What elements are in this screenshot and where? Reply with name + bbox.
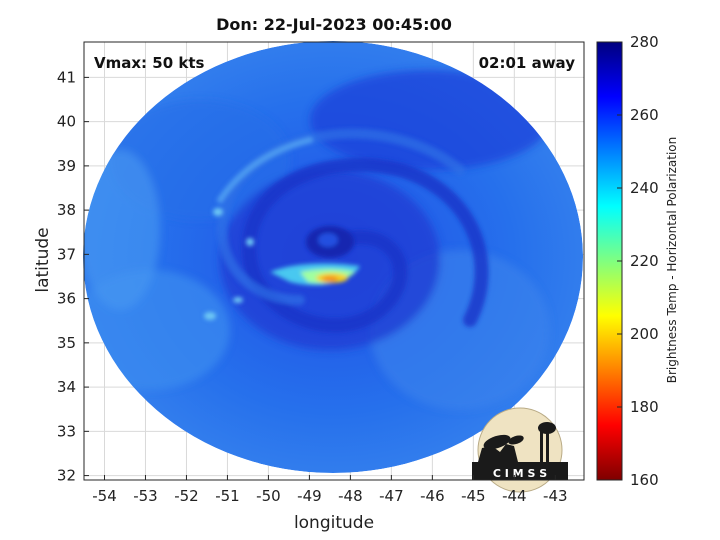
colorbar-tick-label: 260	[630, 106, 659, 124]
vmax-label: Vmax: 50 kts	[94, 54, 204, 72]
colorbar-label: Brightness Temp - Horizontal Polarizatio…	[665, 137, 679, 384]
colorbar-ticks: 280 260 240 220 200 180 160	[617, 33, 659, 489]
x-tick-label: -52	[174, 487, 199, 505]
y-tick-label: 32	[57, 467, 76, 485]
y-tick-label: 40	[57, 113, 76, 131]
x-tick-label: -46	[420, 487, 445, 505]
y-tick-label: 36	[57, 290, 76, 308]
y-tick-label: 37	[57, 245, 76, 263]
y-tick-label: 35	[57, 334, 76, 352]
y-tick-label: 39	[57, 157, 76, 175]
x-tick-label: -44	[502, 487, 527, 505]
x-tick-label: -49	[297, 487, 322, 505]
colorbar-tick-label: 160	[630, 471, 659, 489]
x-axis-ticks: -54 -53 -52 -51 -50 -49 -48 -47 -46 -45 -44 -43	[92, 475, 568, 505]
y-axis-ticks: 41 40 39 38 37 36 35 34 33 32	[57, 68, 89, 485]
x-tick-label: -53	[133, 487, 158, 505]
colorbar-tick-label: 180	[630, 398, 659, 416]
colorbar-tick-label: 200	[630, 325, 659, 343]
x-tick-label: -47	[379, 487, 404, 505]
plot-area: C I M S S Vmax: 50 kts 02:01 away	[83, 41, 585, 493]
logo-text: C I M S S	[493, 467, 547, 480]
y-tick-label: 34	[57, 378, 76, 396]
colorbar-tick-label: 240	[630, 179, 659, 197]
cimss-logo: C I M S S	[472, 407, 568, 493]
colorbar: 280 260 240 220 200 180 160 Brightness Temp - …	[596, 33, 679, 489]
x-tick-label: -45	[461, 487, 486, 505]
x-tick-label: -43	[543, 487, 568, 505]
figure-title: Don: 22-Jul-2023 00:45:00	[216, 15, 452, 34]
x-tick-label: -50	[256, 487, 281, 505]
x-tick-label: -48	[338, 487, 363, 505]
plot-frame	[83, 41, 585, 481]
colorbar-tick-label: 220	[630, 252, 659, 270]
y-tick-label: 38	[57, 201, 76, 219]
y-tick-label: 33	[57, 422, 76, 440]
microwave-swath-image	[83, 41, 583, 473]
y-axis-label: latitude	[33, 227, 53, 292]
time-away-label: 02:01 away	[479, 54, 576, 72]
x-axis-label: longitude	[294, 513, 374, 533]
x-tick-label: -54	[92, 487, 117, 505]
x-tick-label: -51	[215, 487, 240, 505]
y-tick-label: 41	[57, 68, 76, 86]
colorbar-tick-label: 280	[630, 33, 659, 51]
